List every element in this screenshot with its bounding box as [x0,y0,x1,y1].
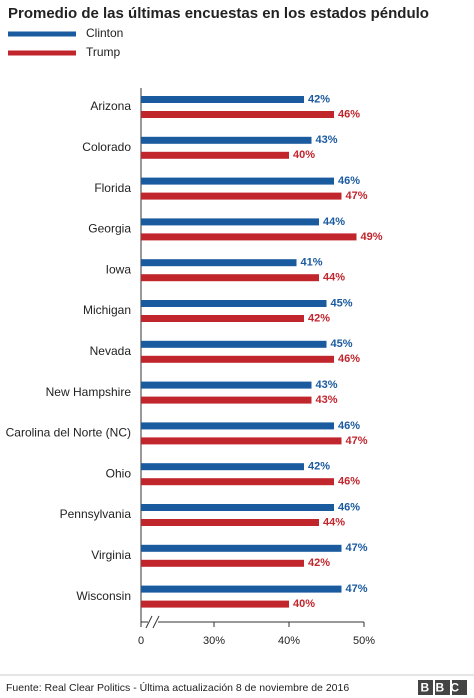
bar [141,478,334,486]
bar [141,544,342,552]
x-tick-label: 30% [203,635,225,647]
value-label: 44% [323,272,345,284]
value-label: 47% [346,542,368,554]
value-label: 43% [316,394,338,406]
bar [141,381,312,389]
bar [141,315,304,322]
bar [141,151,289,159]
bar [141,300,327,307]
y-tick-label: Colorado [82,140,131,154]
bar [141,111,334,118]
logo: BBC [418,680,467,695]
bar [141,233,357,241]
value-label: 41% [301,257,323,269]
value-label: 46% [338,175,360,187]
y-tick-label: Carolina del Norte (NC) [6,426,131,440]
value-label: 43% [316,134,338,146]
axis-break [145,615,153,629]
value-label: 42% [308,312,330,324]
bar [141,177,334,185]
y-tick-label: Florida [94,181,131,195]
x-tick-label: 0 [138,635,144,647]
bar [141,504,334,511]
value-label: 45% [331,297,353,309]
logo-text: BBC [421,681,466,695]
y-tick-label: Iowa [106,262,132,276]
y-tick-label: Virginia [91,548,131,562]
y-tick-label: Nevada [90,344,132,358]
value-label: 49% [361,231,383,243]
value-label: 42% [308,557,330,569]
value-label: 46% [338,353,360,365]
bar [141,259,297,267]
y-tick-label: Pennsylvania [60,507,132,521]
logo-box [435,680,450,695]
value-label: 44% [323,516,345,528]
value-label: 46% [338,108,360,120]
bar [141,274,319,282]
value-label: 46% [338,476,360,488]
value-label: 42% [308,93,330,105]
y-tick-label: Michigan [83,303,131,317]
x-tick-label: 40% [278,635,300,647]
value-label: 42% [308,461,330,473]
bar [141,463,304,471]
bar [141,355,334,363]
bar [141,519,319,526]
legend-label: Clinton [86,26,123,40]
logo-box [452,680,467,695]
logo-box [418,680,433,695]
bar [141,600,289,608]
x-tick-label: 50% [353,635,375,647]
axis-break-gap [148,617,158,627]
bar [141,437,342,445]
legend-label: Trump [86,45,121,59]
source: Fuente: Real Clear Politics - Última act… [6,681,349,694]
y-tick-label: Wisconsin [76,589,131,603]
value-label: 47% [346,190,368,202]
y-tick-label: Ohio [106,466,132,480]
value-label: 47% [346,583,368,595]
axis-break [152,615,160,629]
value-label: 45% [331,338,353,350]
value-label: 47% [346,435,368,447]
y-tick-label: New Hampshire [46,385,132,399]
value-label: 46% [338,420,360,432]
bar [141,585,342,593]
chart-title: Promedio de las últimas encuestas en los… [8,5,429,22]
bar [141,218,319,226]
value-label: 46% [338,501,360,513]
y-tick-label: Arizona [90,99,131,113]
value-label: 44% [323,216,345,228]
bar [141,396,312,404]
bar [141,96,304,103]
value-label: 40% [293,598,315,610]
bar [141,192,342,200]
bar [141,340,327,348]
bar [141,136,312,144]
value-label: 40% [293,149,315,161]
value-label: 43% [316,379,338,391]
y-tick-label: Georgia [88,222,131,236]
bar [141,422,334,430]
bar [141,559,304,567]
